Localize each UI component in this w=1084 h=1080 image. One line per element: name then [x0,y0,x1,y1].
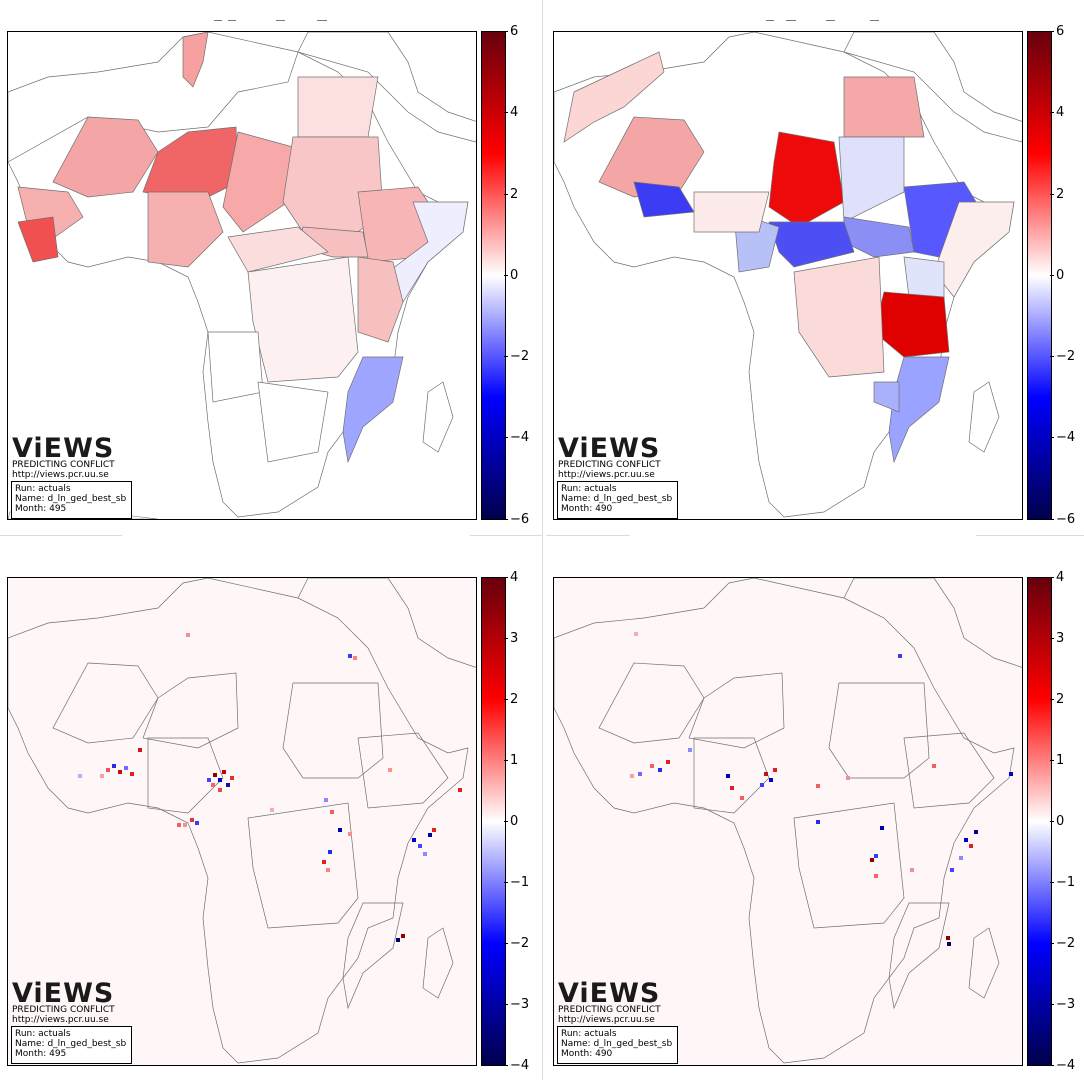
colorbar-tick: 4 [1049,105,1065,120]
colorbar-tick: −6 [503,512,530,527]
colorbar-tick: 3 [503,631,519,646]
colorbar-tick: −3 [503,997,530,1012]
name-label: Name: d_ln_ged_best_sb [15,494,127,504]
colorbar-tick: 2 [1049,692,1065,707]
colorbar-tick: −2 [503,349,530,364]
run-label: Run: actuals [15,1029,71,1039]
name-label: Name: d_ln_ged_best_sb [561,494,673,504]
colorbar-tick: 6 [1049,24,1065,39]
colorbar [481,31,506,520]
run-label: Run: actuals [15,484,71,494]
colorbar-tick: −4 [1049,1058,1076,1073]
run-info-box: Run: actuals Name: d_ln_ged_best_sb Mont… [11,1026,132,1064]
colorbar-tick: 1 [1049,753,1065,768]
colorbar-tick: −4 [503,430,530,445]
colorbar-tick: −1 [503,875,530,890]
logo-url[interactable]: http://views.pcr.uu.se [558,1015,655,1025]
run-info-box: Run: actuals Name: d_ln_ged_best_sb Mont… [557,1026,678,1064]
colorbar-tick: 2 [1049,187,1065,202]
colorbar-tick: 2 [503,692,519,707]
logo-url[interactable]: http://views.pcr.uu.se [12,1015,109,1025]
logo-url[interactable]: http://views.pcr.uu.se [12,470,109,480]
conflict-cells [78,633,462,942]
views-logo: ViEWS [558,978,661,1009]
map-panel-country-490: ViEWS PREDICTING CONFLICT http://views.p… [546,0,1084,540]
map-panel-grid-490: ViEWS PREDICTING CONFLICT http://views.p… [546,545,1084,1080]
map-panel-grid-495: ViEWS PREDICTING CONFLICT http://views.p… [0,545,542,1080]
colorbar-tick: 0 [1049,814,1065,829]
africa-map [8,578,476,1065]
colorbar [1027,31,1052,520]
month-label: Month: 495 [15,1049,67,1059]
africa-map [554,578,1022,1065]
colorbar-tick: 1 [503,753,519,768]
panel-divider [542,0,543,1080]
colorbar-tick: −3 [1049,997,1076,1012]
colorbar-tick: 6 [503,24,519,39]
colorbar-tick: −2 [1049,349,1076,364]
colorbar-tick: −1 [1049,875,1076,890]
name-label: Name: d_ln_ged_best_sb [561,1039,673,1049]
views-logo: ViEWS [558,433,661,464]
logo-tagline: PREDICTING CONFLICT [558,460,661,470]
colorbar-tick: 0 [1049,268,1065,283]
colorbar-tick: 4 [1049,570,1065,585]
panel-divider [0,535,122,536]
colorbar-tick: −2 [503,936,530,951]
colorbar-tick: −2 [1049,936,1076,951]
africa-map [8,32,476,519]
logo-url[interactable]: http://views.pcr.uu.se [558,470,655,480]
run-info-box: Run: actuals Name: d_ln_ged_best_sb Mont… [557,481,678,519]
colorbar-tick: 4 [503,105,519,120]
colorbar-tick: 2 [503,187,519,202]
colorbar-tick: −4 [503,1058,530,1073]
month-label: Month: 495 [15,504,67,514]
colorbar-tick: 4 [503,570,519,585]
panel-divider [470,535,542,536]
colorbar-tick: −4 [1049,430,1076,445]
colorbar-tick: 0 [503,814,519,829]
map-area[interactable]: ViEWS PREDICTING CONFLICT http://views.p… [7,577,477,1066]
logo-tagline: PREDICTING CONFLICT [12,460,115,470]
name-label: Name: d_ln_ged_best_sb [15,1039,127,1049]
run-label: Run: actuals [561,1029,617,1039]
africa-map [554,32,1022,518]
map-area[interactable]: ViEWS PREDICTING CONFLICT http://views.p… [553,31,1023,520]
colorbar [1027,577,1052,1066]
colorbar-tick: 3 [1049,631,1065,646]
logo-tagline: PREDICTING CONFLICT [558,1005,661,1015]
run-label: Run: actuals [561,484,617,494]
month-label: Month: 490 [561,504,613,514]
map-area[interactable]: ViEWS PREDICTING CONFLICT http://views.p… [7,31,477,520]
colorbar-tick: 0 [503,268,519,283]
map-area[interactable]: ViEWS PREDICTING CONFLICT http://views.p… [553,577,1023,1066]
title-dashes [766,20,886,22]
views-logo: ViEWS [12,433,115,464]
colorbar [481,577,506,1066]
views-logo: ViEWS [12,978,115,1009]
colorbar-tick: −6 [1049,512,1076,527]
map-panel-country-495: ViEWS PREDICTING CONFLICT http://views.p… [0,0,542,540]
run-info-box: Run: actuals Name: d_ln_ged_best_sb Mont… [11,481,132,519]
panel-divider [546,535,630,536]
panel-divider [976,535,1084,536]
month-label: Month: 490 [561,1049,613,1059]
logo-tagline: PREDICTING CONFLICT [12,1005,115,1015]
title-dashes [214,20,334,22]
conflict-cells [630,632,1013,946]
